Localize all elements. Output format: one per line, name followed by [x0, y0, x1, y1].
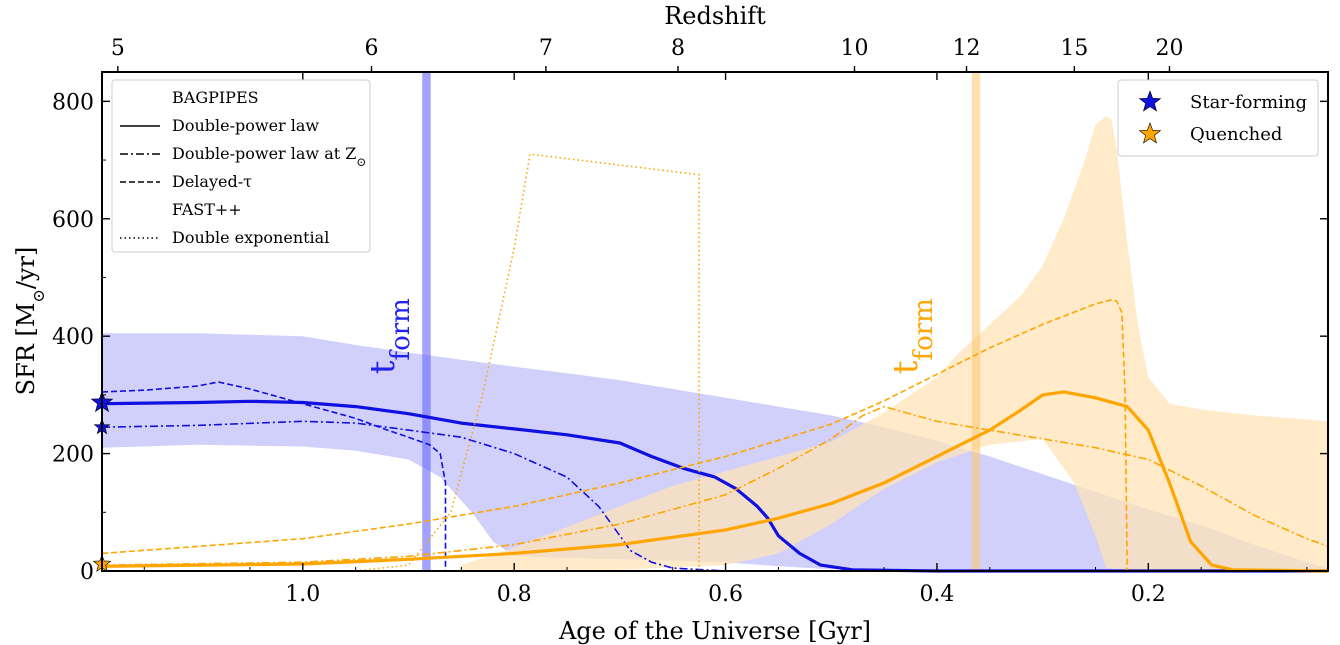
series-line-0 — [101, 399, 1328, 573]
legend-right-frame — [1117, 79, 1319, 157]
legend-left-label: FAST++ — [172, 200, 242, 219]
tform-t: t — [886, 360, 926, 374]
y-tick-label: 0 — [80, 560, 94, 585]
y-tick-label: 600 — [52, 208, 94, 233]
legend-left: BAGPIPES Double-power law Double-power law… — [111, 79, 371, 253]
y-tick-label: 200 — [52, 443, 94, 468]
top-tick-label: 15 — [1060, 36, 1088, 61]
legend-left-label-main: Double-power law — [172, 116, 319, 135]
x-tick-label: 1.0 — [285, 582, 320, 607]
top-tick-label: 8 — [671, 36, 685, 61]
legend-star — [1138, 90, 1162, 112]
top-tick-label: 12 — [953, 36, 981, 61]
series-line-6 — [355, 153, 700, 572]
tform-bands — [422, 72, 981, 571]
legend-left-label: BAGPIPES — [172, 88, 259, 107]
legend-left-label-main: BAGPIPES — [172, 88, 259, 107]
legend-star — [1138, 122, 1162, 144]
legend-right: Star-forming Quenched — [1117, 79, 1319, 157]
legend-left-label: Delayed-τ — [172, 172, 252, 191]
legend-left-label: Double exponential — [172, 228, 329, 247]
top-tick-label: 10 — [841, 36, 869, 61]
plot-frame — [101, 71, 1329, 572]
top-tick-label: 6 — [365, 36, 379, 61]
tform-band-1 — [971, 72, 981, 571]
tform-label-0: tform — [363, 298, 416, 374]
top-tick-label: 20 — [1155, 36, 1183, 61]
legend-right-label: Quenched — [1190, 124, 1282, 145]
top-axis-title: Redshift — [664, 2, 766, 30]
series-line-2 — [101, 381, 1328, 572]
legend-left-label: Double-power law at Z⊙ — [172, 144, 366, 169]
y-axis-title-suffix: /yr] — [12, 247, 40, 289]
tform-label-1: tform — [886, 298, 939, 374]
series-line-5 — [101, 299, 1328, 572]
y-axis-title: SFR [M⊙/yr] — [12, 247, 48, 396]
x-tick-label: 0.2 — [1131, 582, 1166, 607]
legend-left-label-main: Delayed-τ — [172, 172, 252, 191]
q_band — [461, 116, 1328, 571]
x-tick-label: 0.6 — [708, 582, 743, 607]
sfr-series — [90, 153, 1329, 573]
tick-labels: 1.0 0.8 0.6 0.4 0.2 0 200 400 600 800 5 6 7 8 10 12 15 20 — [52, 36, 1183, 607]
legend-left-label-main: FAST++ — [172, 200, 242, 219]
series-line-4 — [101, 405, 1329, 566]
sf_band — [102, 333, 1328, 571]
uncertainty-bands — [102, 116, 1328, 571]
tform-t: t — [363, 360, 403, 374]
top-tick-label: 7 — [539, 36, 553, 61]
legend-left-frame — [111, 79, 371, 253]
y-axis-title-sub: ⊙ — [29, 289, 48, 302]
y-tick-label: 800 — [52, 90, 94, 115]
x-tick-label: 0.8 — [497, 582, 532, 607]
x-tick-label: 0.4 — [919, 582, 954, 607]
tform-band-0 — [422, 72, 431, 571]
legend-right-label: Star-forming — [1190, 92, 1307, 113]
series-line-1 — [101, 420, 1328, 572]
tform-sub: form — [386, 298, 416, 360]
legend-left-label-main: Double-power law at Z — [172, 144, 356, 163]
legend-left-label-sub: ⊙ — [356, 155, 366, 169]
x-axis-title: Age of the Universe [Gyr] — [558, 617, 871, 645]
top-tick-label: 5 — [111, 36, 125, 61]
y-axis-title-prefix: SFR [M — [12, 303, 40, 396]
legend-left-label: Double-power law — [172, 116, 319, 135]
legend-left-label-main: Double exponential — [172, 228, 329, 247]
y-tick-label: 400 — [52, 325, 94, 350]
tform-sub: form — [909, 298, 939, 360]
series-line-3 — [101, 390, 1329, 573]
